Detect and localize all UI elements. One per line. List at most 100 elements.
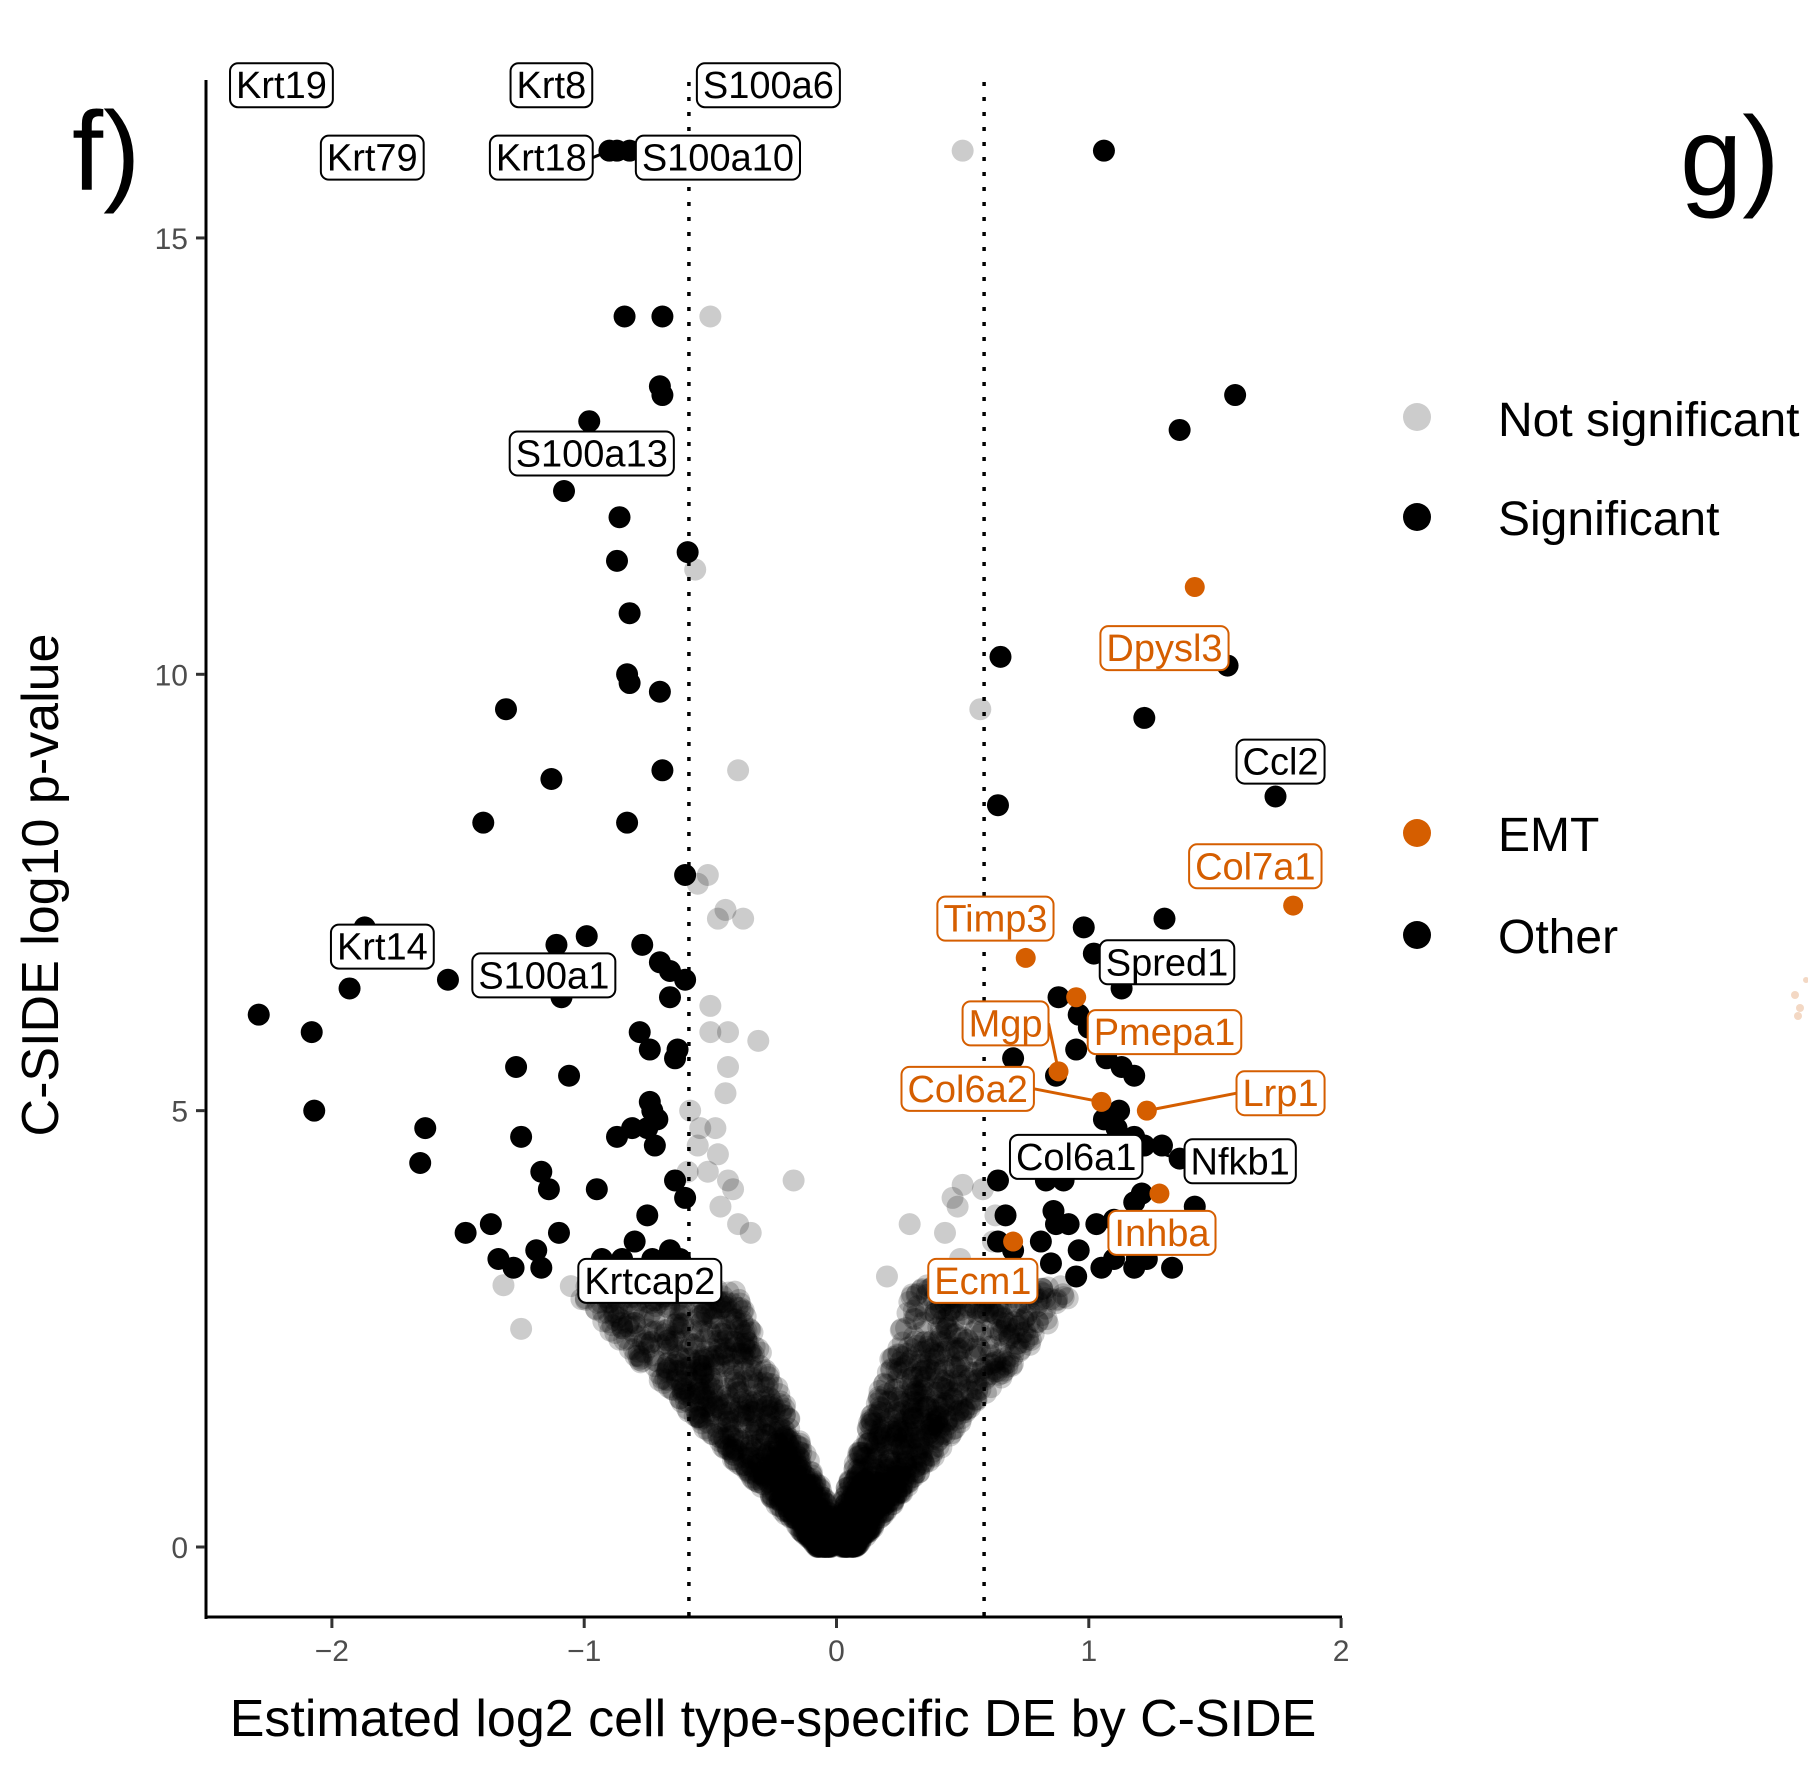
- not-significant-point: [803, 1530, 826, 1553]
- not-significant-point: [819, 1535, 842, 1558]
- not-significant-point: [721, 1440, 744, 1463]
- not-significant-point: [905, 1455, 928, 1478]
- not-significant-point: [1031, 1304, 1054, 1327]
- significant-point: [648, 680, 671, 703]
- not-significant-point: [816, 1534, 839, 1557]
- significant-point: [409, 1152, 432, 1175]
- not-significant-point: [744, 1438, 767, 1461]
- not-significant-point: [1046, 1288, 1069, 1311]
- not-significant-point: [839, 1525, 862, 1548]
- not-significant-point: [878, 1444, 901, 1467]
- not-significant-point: [853, 1446, 876, 1469]
- gene-label-text: Ecm1: [934, 1261, 1031, 1303]
- not-significant-point: [795, 1514, 818, 1537]
- not-significant-point: [1009, 1327, 1032, 1350]
- not-significant-point: [699, 305, 722, 328]
- not-significant-point: [844, 1534, 867, 1557]
- not-significant-point: [885, 1451, 908, 1474]
- not-significant-point: [804, 1483, 827, 1506]
- not-significant-point: [858, 1512, 881, 1535]
- not-significant-point: [816, 1533, 839, 1556]
- not-significant-point: [742, 1424, 765, 1447]
- not-significant-point: [877, 1390, 900, 1413]
- not-significant-point: [657, 1339, 680, 1362]
- not-significant-point: [793, 1503, 816, 1526]
- not-significant-point: [919, 1347, 942, 1370]
- not-significant-point: [813, 1530, 836, 1553]
- not-significant-point: [664, 1313, 687, 1336]
- not-significant-point: [811, 1528, 834, 1551]
- not-significant-point: [917, 1395, 940, 1418]
- not-significant-point: [842, 1471, 865, 1494]
- not-significant-point: [764, 1397, 787, 1420]
- not-significant-point: [938, 1344, 961, 1367]
- not-significant-point: [726, 1296, 749, 1319]
- not-significant-point: [728, 1430, 751, 1453]
- not-significant-point: [675, 1363, 698, 1386]
- not-significant-point: [666, 1343, 689, 1366]
- not-significant-point: [964, 1318, 987, 1341]
- not-significant-point: [935, 1317, 958, 1340]
- not-significant-point: [737, 1442, 760, 1465]
- not-significant-point: [668, 1387, 691, 1410]
- not-significant-point: [760, 1468, 783, 1491]
- not-significant-point: [676, 1365, 699, 1388]
- not-significant-point: [807, 1535, 830, 1558]
- not-significant-point: [898, 1404, 921, 1427]
- not-significant-point: [697, 1419, 720, 1442]
- not-significant-point: [873, 1401, 896, 1424]
- not-significant-point: [776, 1483, 799, 1506]
- not-significant-point: [950, 1407, 973, 1430]
- not-significant-point: [853, 1470, 876, 1493]
- not-significant-point: [862, 1516, 885, 1539]
- not-significant-point: [817, 1528, 840, 1551]
- not-significant-point: [996, 1355, 1019, 1378]
- not-significant-point: [688, 1378, 711, 1401]
- not-significant-point: [720, 1441, 743, 1464]
- not-significant-point: [893, 1354, 916, 1377]
- not-significant-point: [832, 1533, 855, 1556]
- not-significant-point: [813, 1526, 836, 1549]
- not-significant-point: [841, 1530, 864, 1553]
- not-significant-point: [815, 1530, 838, 1553]
- not-significant-point: [899, 1349, 922, 1372]
- not-significant-point: [843, 1515, 866, 1538]
- not-significant-point: [779, 1505, 802, 1528]
- not-significant-point: [878, 1489, 901, 1512]
- not-significant-point: [741, 1321, 764, 1344]
- not-significant-point: [755, 1456, 778, 1479]
- not-significant-point: [819, 1508, 842, 1531]
- gene-label-krt19: Krt19: [229, 62, 334, 109]
- not-significant-point: [845, 1530, 868, 1553]
- not-significant-point: [839, 1526, 862, 1549]
- not-significant-point: [831, 1527, 854, 1550]
- not-significant-point: [1014, 1320, 1037, 1343]
- not-significant-point: [843, 1517, 866, 1540]
- not-significant-point: [752, 1473, 775, 1496]
- not-significant-point: [807, 1508, 830, 1531]
- not-significant-point: [629, 1325, 652, 1348]
- not-significant-point: [686, 1376, 709, 1399]
- not-significant-point: [881, 1471, 904, 1494]
- not-significant-point: [668, 1353, 691, 1376]
- not-significant-point: [861, 1461, 884, 1484]
- not-significant-point: [836, 1529, 859, 1552]
- not-significant-point: [723, 1330, 746, 1353]
- not-significant-point: [886, 1467, 909, 1490]
- not-significant-point: [701, 1399, 724, 1422]
- not-significant-point: [785, 1509, 808, 1532]
- not-significant-point: [849, 1441, 872, 1464]
- not-significant-point: [900, 1285, 923, 1308]
- not-significant-point: [795, 1522, 818, 1545]
- not-significant-point: [980, 1335, 1003, 1358]
- not-significant-point: [743, 1404, 766, 1427]
- not-significant-point: [853, 1512, 876, 1535]
- not-significant-point: [835, 1492, 858, 1515]
- not-significant-point: [758, 1403, 781, 1426]
- not-significant-point: [816, 1535, 839, 1558]
- not-significant-point: [739, 1339, 762, 1362]
- not-significant-point: [809, 1503, 832, 1526]
- not-significant-point: [806, 1533, 829, 1556]
- not-significant-point: [884, 1424, 907, 1447]
- not-significant-point: [887, 1401, 910, 1424]
